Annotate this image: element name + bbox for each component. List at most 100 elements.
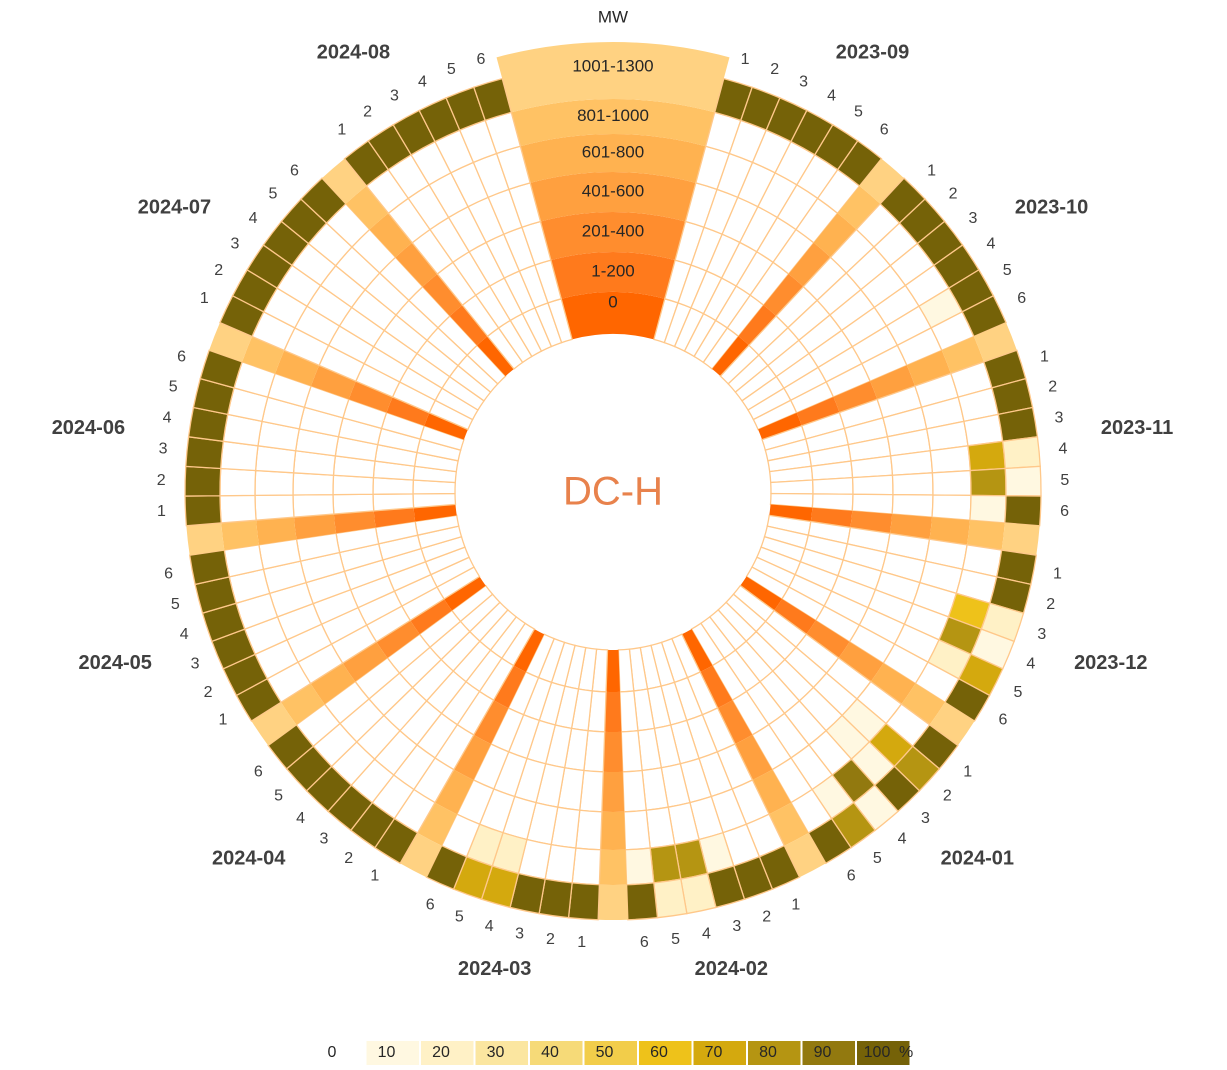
sub-label: 4 — [418, 73, 427, 90]
heat-cell — [811, 476, 854, 495]
sub-label: 1 — [1053, 565, 1062, 582]
heat-cell — [1004, 495, 1042, 527]
ring-band — [520, 134, 706, 183]
separator — [717, 700, 753, 744]
ring-label: 0 — [608, 292, 617, 311]
month-label: 2024-05 — [79, 652, 152, 674]
sub-label: 5 — [274, 787, 283, 804]
sub-label: 2 — [770, 61, 779, 78]
sub-label: 2 — [762, 908, 771, 925]
legend-label: 90 — [814, 1044, 832, 1061]
ring-label: 401-600 — [582, 181, 644, 200]
heat-cell — [372, 493, 415, 512]
heat-cell — [851, 474, 894, 496]
sub-label: 3 — [1037, 626, 1046, 643]
separator — [1001, 522, 1040, 556]
heat-cell — [929, 445, 972, 474]
separator — [345, 185, 389, 230]
month-label: 2023-10 — [1015, 196, 1088, 218]
separator — [606, 649, 620, 692]
sub-label: 4 — [898, 831, 907, 848]
month-label: 2024-03 — [458, 958, 531, 980]
separator — [444, 576, 486, 611]
legend-swatch — [366, 1041, 419, 1065]
sub-label: 6 — [999, 712, 1008, 729]
sub-label: 3 — [1054, 409, 1063, 426]
separator — [599, 849, 627, 885]
heat-cell — [219, 494, 257, 524]
heat-cell — [624, 847, 655, 886]
sub-label: 5 — [447, 61, 456, 78]
legend-swatch — [857, 1041, 910, 1065]
separator — [681, 629, 713, 672]
heat-cell — [649, 843, 682, 884]
separator — [342, 641, 388, 682]
heat-cell — [292, 472, 335, 496]
sub-label: 4 — [180, 626, 189, 643]
heat-cell — [944, 677, 991, 722]
separator — [333, 510, 376, 534]
sub-label: 5 — [671, 931, 680, 948]
separator — [838, 641, 884, 682]
separator — [604, 691, 622, 732]
heat-cell — [332, 474, 375, 496]
legend-label: 10 — [378, 1044, 396, 1061]
sub-label: 6 — [254, 763, 263, 780]
sub-label: 3 — [319, 831, 328, 848]
sub-label: 5 — [268, 185, 277, 202]
sub-label: 6 — [1017, 290, 1026, 307]
separator — [434, 769, 474, 815]
heat-cell — [184, 465, 222, 497]
separator — [837, 185, 881, 230]
separator — [889, 514, 933, 540]
separator — [850, 510, 893, 534]
heat-cell — [891, 472, 934, 496]
separator — [242, 336, 285, 374]
legend-label: 70 — [705, 1044, 723, 1061]
heat-cell — [620, 729, 643, 773]
sub-label: 2 — [546, 931, 555, 948]
separator — [322, 158, 367, 204]
sub-label: 3 — [732, 918, 741, 935]
separator — [251, 702, 297, 746]
sub-label: 6 — [880, 122, 889, 139]
legend-swatch — [584, 1041, 637, 1065]
month-label: 2024-01 — [941, 847, 1014, 869]
sub-label: 3 — [515, 925, 524, 942]
sub-label: 4 — [827, 88, 836, 105]
legend-swatch — [748, 1041, 801, 1065]
separator — [293, 514, 337, 540]
month-label: 2023-09 — [836, 42, 909, 64]
separator — [967, 520, 1005, 551]
sub-label: 2 — [943, 787, 952, 804]
sub-label: 4 — [249, 210, 258, 227]
heat-cell — [184, 495, 222, 527]
heat-cell — [292, 493, 335, 518]
sub-label: 2 — [204, 684, 213, 701]
sub-label: 2 — [214, 262, 223, 279]
separator — [513, 629, 545, 672]
separator — [186, 522, 225, 556]
sub-label: 4 — [702, 925, 711, 942]
heat-cell — [332, 493, 375, 515]
separator — [941, 336, 984, 374]
sub-label: 3 — [390, 88, 399, 105]
separator — [410, 599, 452, 635]
month-label: 2024-04 — [212, 847, 286, 869]
legend-swatch — [639, 1041, 692, 1065]
ring-label: 601-800 — [582, 142, 644, 161]
sub-label: 5 — [1003, 262, 1012, 279]
sub-label: 2 — [949, 185, 958, 202]
sub-label: 2 — [363, 104, 372, 121]
separator — [929, 702, 975, 746]
separator — [348, 381, 393, 413]
separator — [600, 811, 626, 850]
separator — [712, 336, 749, 377]
separator — [774, 599, 816, 635]
sub-label: 6 — [177, 348, 186, 365]
legend-swatch — [475, 1041, 528, 1065]
ring-label: 1-200 — [591, 261, 634, 280]
sub-label: 5 — [873, 850, 882, 867]
legend-label: 100 — [864, 1044, 891, 1061]
heat-cell — [1001, 436, 1041, 470]
